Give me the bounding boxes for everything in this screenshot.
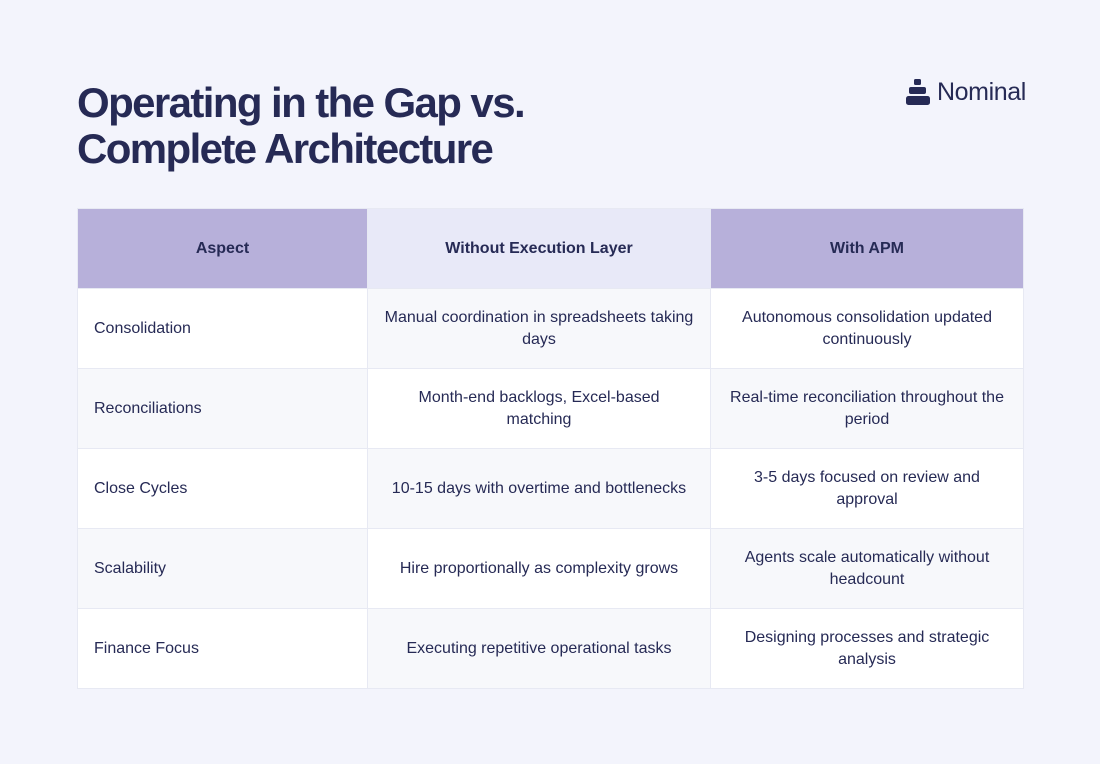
comparison-table: Aspect Without Execution Layer With APM … (77, 208, 1024, 689)
page-title-line-2: Complete Architecture (77, 125, 494, 172)
with-apm-cell: Autonomous consolidation updated continu… (710, 288, 1024, 369)
with-apm-cell: 3-5 days focused on review and approval (710, 448, 1024, 529)
table-row: Consolidation Manual coordination in spr… (77, 288, 1024, 369)
table-row: Close Cycles 10-15 days with overtime an… (77, 448, 1024, 529)
without-execution-layer-cell: Hire proportionally as complexity grows (367, 528, 711, 609)
stacked-layers-icon (906, 79, 930, 105)
column-header-aspect: Aspect (77, 208, 368, 289)
brand-logo: Nominal (906, 76, 1026, 108)
page-title-line-1: Operating in the Gap vs. (77, 79, 526, 126)
aspect-cell: Scalability (77, 528, 368, 609)
table-header-row: Aspect Without Execution Layer With APM (77, 208, 1024, 289)
aspect-cell: Close Cycles (77, 448, 368, 529)
with-apm-cell: Agents scale automatically without headc… (710, 528, 1024, 609)
without-execution-layer-cell: 10-15 days with overtime and bottlenecks (367, 448, 711, 529)
aspect-cell: Finance Focus (77, 608, 368, 689)
aspect-cell: Reconciliations (77, 368, 368, 449)
table-row: Scalability Hire proportionally as compl… (77, 528, 1024, 609)
column-header-with-apm: With APM (710, 208, 1024, 289)
without-execution-layer-cell: Manual coordination in spreadsheets taki… (367, 288, 711, 369)
brand-name: Nominal (937, 77, 1026, 106)
page-title: Operating in the Gap vs. Complete Archit… (77, 79, 526, 172)
table-row: Finance Focus Executing repetitive opera… (77, 608, 1024, 689)
table-row: Reconciliations Month-end backlogs, Exce… (77, 368, 1024, 449)
with-apm-cell: Real-time reconciliation throughout the … (710, 368, 1024, 449)
without-execution-layer-cell: Executing repetitive operational tasks (367, 608, 711, 689)
aspect-cell: Consolidation (77, 288, 368, 369)
without-execution-layer-cell: Month-end backlogs, Excel-based matching (367, 368, 711, 449)
column-header-without-execution-layer: Without Execution Layer (367, 208, 711, 289)
with-apm-cell: Designing processes and strategic analys… (710, 608, 1024, 689)
